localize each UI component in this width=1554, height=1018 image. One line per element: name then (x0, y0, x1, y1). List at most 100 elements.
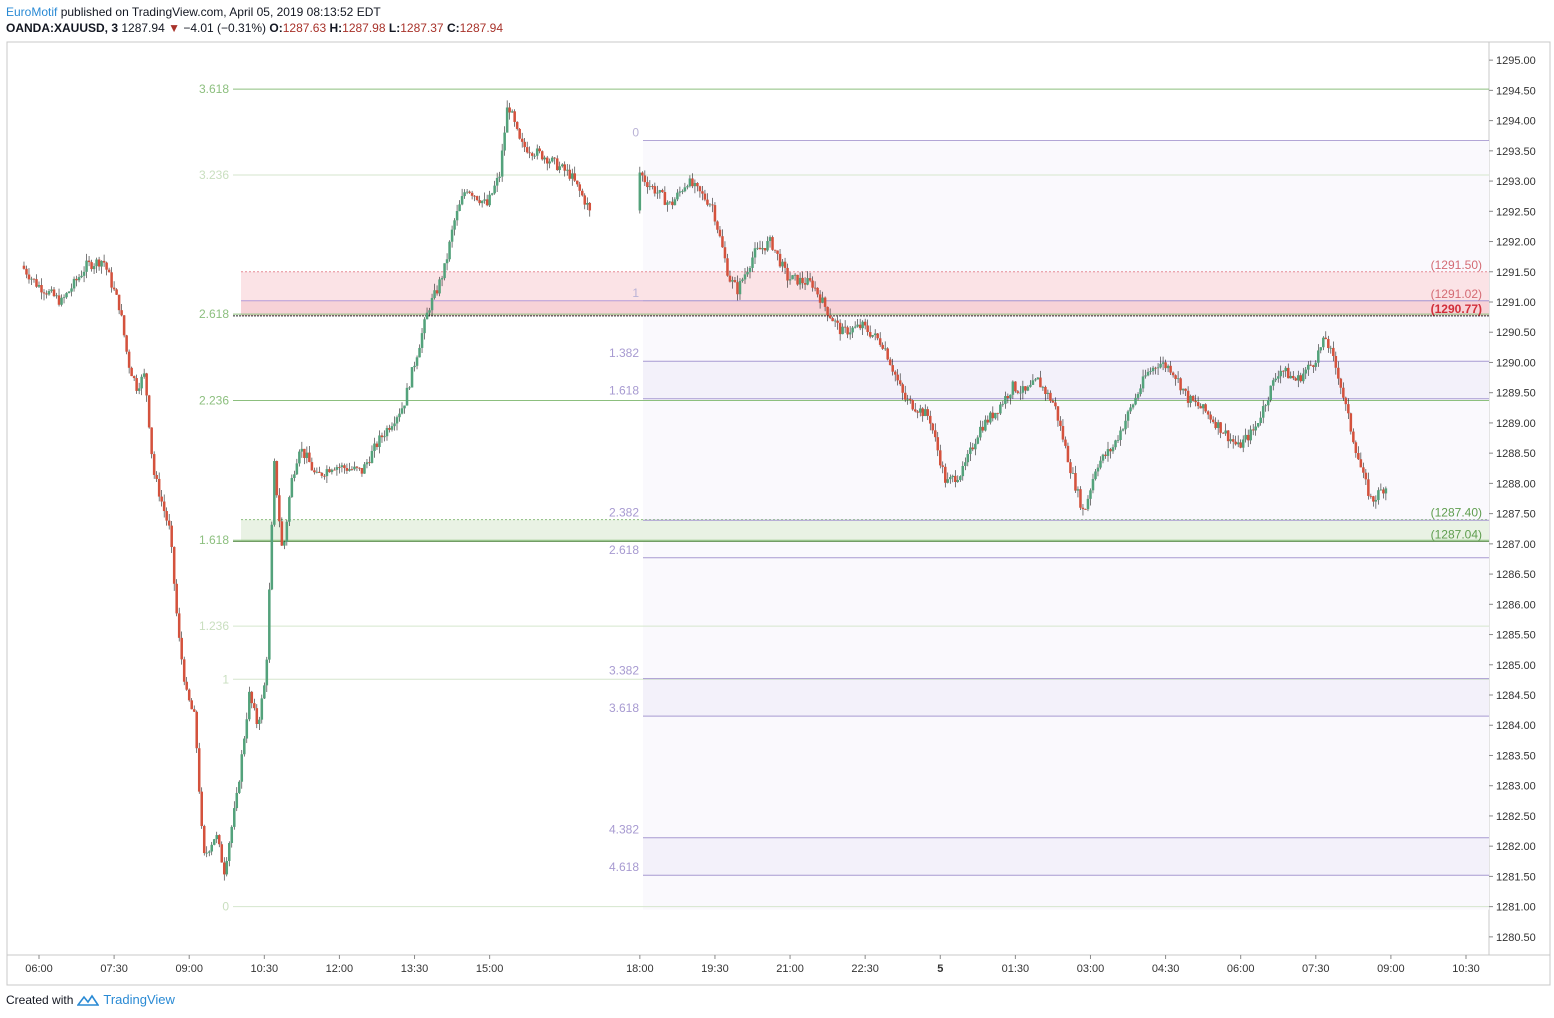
candle-body (575, 180, 579, 185)
candle-body (270, 524, 274, 590)
candle (1174, 374, 1177, 386)
candle-body (70, 288, 73, 292)
candle-body (40, 285, 43, 293)
candle-body (1199, 406, 1202, 409)
candle (653, 182, 657, 197)
candle (540, 150, 544, 161)
candle (801, 271, 804, 289)
candle (1006, 393, 1010, 404)
candle-body (315, 471, 319, 473)
candle (573, 166, 577, 182)
candle (77, 273, 81, 283)
candle (984, 415, 987, 432)
candle-body (275, 461, 279, 496)
fib-right-label: 4.382 (609, 823, 639, 837)
candle-body (808, 278, 812, 281)
candle (786, 263, 789, 288)
candle-body (1229, 439, 1232, 442)
candle-body (255, 708, 259, 725)
candle-body (1161, 362, 1165, 364)
candles (22, 100, 1388, 881)
candle-body (345, 468, 349, 471)
price-chart[interactable]: 1280.50 1281.00 1281.50 1282.00 1282.50 1283.… (0, 0, 1554, 990)
created-with-text: Created with (6, 992, 74, 1007)
candle-body (1024, 386, 1027, 391)
candle-body (150, 427, 153, 455)
candle-body (1031, 380, 1035, 385)
candle-body (303, 448, 306, 458)
candle (315, 467, 319, 474)
candle (1231, 434, 1235, 449)
candle (1059, 416, 1062, 431)
candle (698, 185, 702, 198)
candle-body (1116, 439, 1120, 441)
candle (696, 182, 699, 192)
candle (863, 318, 867, 330)
y-tick-label: 1282.00 (1496, 841, 1536, 853)
candle (661, 188, 664, 193)
candle-body (253, 703, 256, 709)
candle-body (1344, 397, 1348, 405)
fib-right-label: 0 (632, 126, 639, 140)
candle-body (563, 164, 567, 171)
fib-left-label: 1.618 (199, 533, 229, 547)
fib-left-label: 3.236 (199, 168, 229, 182)
candle (763, 247, 767, 255)
candle-body (530, 153, 534, 156)
candle (177, 607, 181, 642)
candle-body (453, 220, 456, 230)
candle (883, 341, 887, 351)
candle-body (931, 423, 935, 431)
candle (105, 261, 108, 276)
fib-right-band (643, 678, 1489, 717)
candle (498, 171, 501, 183)
candle (475, 195, 479, 202)
candle (776, 250, 779, 261)
candle-body (1006, 396, 1010, 399)
candle-body (798, 277, 802, 285)
candle-body (130, 367, 133, 377)
author-link[interactable]: EuroMotif (6, 5, 58, 19)
candle (1294, 376, 1298, 382)
candle-body (1299, 375, 1303, 382)
candle-body (1289, 375, 1293, 379)
candle (1239, 439, 1242, 449)
candle (936, 431, 940, 457)
candle (966, 450, 970, 467)
candle (1156, 363, 1160, 376)
candle (648, 180, 652, 191)
candle (248, 686, 251, 722)
candle (275, 460, 279, 498)
candle-body (683, 187, 687, 192)
candle-body (816, 287, 819, 295)
candle-body (112, 287, 116, 290)
tradingview-brand[interactable]: TradingView (103, 992, 175, 1007)
candle (1069, 459, 1072, 479)
candle (85, 253, 88, 279)
candle-body (1124, 420, 1127, 430)
fib-right-label: 2.618 (609, 543, 639, 557)
candle-body (1184, 388, 1187, 391)
candle (328, 466, 331, 473)
candle-body (378, 435, 381, 448)
candle (243, 735, 246, 757)
candle (1334, 351, 1338, 375)
candle-body (923, 409, 927, 417)
candle-body (1194, 400, 1197, 403)
candle (888, 357, 892, 366)
candle-body (495, 177, 499, 186)
candle (102, 254, 106, 267)
candle (140, 374, 143, 396)
candle-body (891, 365, 894, 372)
candle-body (951, 475, 955, 478)
candle (791, 274, 794, 280)
candle-body (1367, 479, 1370, 496)
candle-body (733, 280, 737, 283)
candle (95, 257, 98, 274)
candle (1359, 452, 1363, 468)
candle-body (711, 204, 714, 206)
candle (1319, 347, 1323, 354)
candle (748, 266, 752, 279)
candle (300, 441, 304, 458)
candle (295, 458, 299, 476)
